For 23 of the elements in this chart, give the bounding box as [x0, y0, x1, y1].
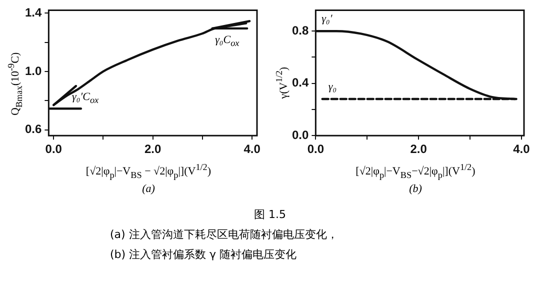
annotation: γ₀′: [322, 13, 332, 26]
annotation: γ₀′C$_{ox}$: [72, 90, 99, 105]
y-tick-label: 0.4: [292, 76, 309, 90]
y-tick-label: 0.0: [292, 128, 309, 142]
text: [√2|φ$_{p}$|−V$_{BS}$ − √2|φ$_{p}$|](V$^{1/2}$): [86, 162, 212, 180]
text: (b) 注入管衬偏系数 γ 随衬偏电压变化: [110, 247, 298, 263]
x-tick-label: 2.0: [410, 142, 428, 156]
y-tick-label: 0.8: [292, 23, 309, 38]
y-tick-label: 0.6: [24, 122, 42, 136]
x-tick-label: 4.0: [244, 142, 261, 156]
y-tick-label: 1.0: [24, 64, 42, 78]
x-tick-label: 2.0: [144, 142, 162, 156]
caption: 图 1.5: [253, 207, 287, 223]
text: (a) 注入管沟道下耗尽区电荷随衬偏电压变化，: [110, 227, 339, 243]
text: (a): [141, 183, 156, 195]
annotation: γ₀C$_{ox}$: [215, 34, 240, 49]
annotation: γ₀: [328, 81, 337, 94]
x-tick-label: 4.0: [513, 142, 530, 156]
y-tick-label: 1.4: [24, 5, 42, 20]
text: [√2|φ$_{p}$|−V$_{BS}$−√2|φ$_{p}$|](V$^{1/2}$): [356, 162, 476, 180]
x-tick-label: 0.0: [307, 142, 324, 156]
x-tick-label: 0.0: [45, 142, 62, 156]
text: (b): [408, 183, 423, 195]
